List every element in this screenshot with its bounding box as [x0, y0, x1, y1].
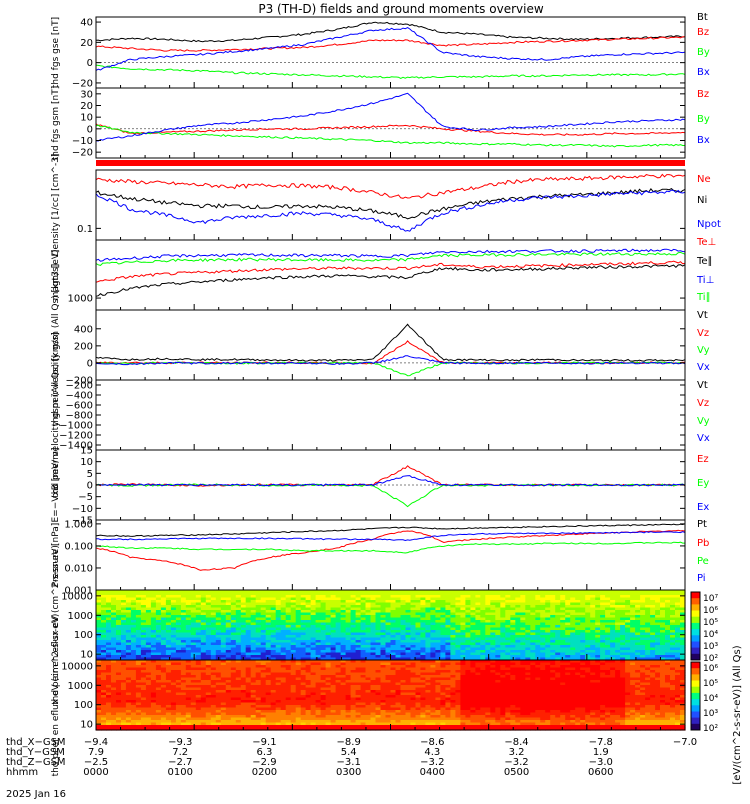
series-Pb [96, 530, 685, 570]
y-tick-label: 5 [87, 469, 93, 480]
series-Ez [96, 466, 685, 487]
figure-title: P3 (TH-D) fields and ground moments over… [258, 2, 543, 16]
series-Bz [96, 37, 685, 52]
legend-Vx: Vx [697, 433, 710, 444]
legend-Bz: Bz [697, 27, 709, 38]
series-Ey [96, 484, 685, 507]
y-tick-label: 0.1 [77, 224, 93, 235]
legend-Vx: Vx [697, 362, 710, 373]
panel-peer_velocity: VtVzVyVx−200−400−600−800−1000−1200−1400t… [51, 332, 710, 498]
panel-frame [96, 240, 685, 310]
legend-Ey: Ey [697, 478, 709, 489]
legend-Te⊥: Te⊥ [696, 237, 716, 248]
legend-Vz: Vz [697, 328, 709, 339]
legend-Pi: Pi [697, 573, 706, 584]
legend-Bx: Bx [697, 67, 710, 78]
series-Vy [96, 362, 685, 376]
y-tick-label: 0.010 [64, 563, 93, 574]
y-tick-label: 200 [74, 341, 93, 352]
panel-frame [96, 380, 685, 450]
y-tick-label: 0 [87, 481, 93, 492]
series-Ex [96, 476, 685, 486]
spectrogram-peir_spectrum [96, 590, 686, 661]
series-Npot [96, 190, 685, 231]
panel-frame [96, 520, 685, 590]
spectrogram-peer_spectrum [96, 660, 686, 731]
y-tick-label: 10 [80, 650, 93, 661]
series-Vt [96, 324, 685, 361]
y-tick-label: 400 [74, 324, 93, 335]
legend-Ex: Ex [697, 502, 709, 513]
legend-By: By [697, 114, 710, 125]
legend-Vt: Vt [697, 310, 708, 321]
y-tick-label: −5 [78, 492, 93, 503]
panel-density: Ne Ni Npot 0.1 Density [1/cc] [cm^-3] [51, 154, 721, 257]
series-By [96, 125, 685, 147]
y-tick-label: 10 [80, 457, 93, 468]
legend-Ti⊥: Ti⊥ [696, 275, 714, 286]
y-tick-label: −20 [72, 148, 93, 159]
legend-Ez: Ez [697, 454, 709, 465]
panel-frame [96, 310, 685, 380]
legend-Vz: Vz [697, 398, 709, 409]
y-tick-label: 20 [80, 38, 93, 49]
y-tick-label: 10 [80, 113, 93, 124]
series-Pi [96, 532, 685, 541]
legend-Vy: Vy [697, 345, 710, 356]
y-tick-label: 100 [74, 630, 93, 641]
series-By [96, 65, 685, 78]
legend-Ti∥: Ti∥ [696, 292, 711, 303]
legend-Pt: Pt [697, 519, 707, 530]
y-tick-label: −20 [72, 78, 93, 89]
y-tick-label: 30 [80, 89, 93, 100]
y-tick-label: 20 [80, 101, 93, 112]
y-tick-label: 1000 [68, 294, 93, 305]
y-tick-label: −10 [72, 504, 93, 515]
legend-Pb: Pb [697, 538, 709, 549]
legend-Npot: Npot [697, 219, 721, 230]
y-tick-label: −10 [72, 136, 93, 147]
legend-Ne: Ne [697, 174, 711, 185]
y-axis-label: E=−VxB [mV/m] [51, 447, 61, 522]
legend-Te∥: Te∥ [696, 256, 713, 267]
legend-By: By [697, 47, 710, 58]
panel-frame [96, 170, 685, 240]
panel-fgs_gse: Bt Bz By Bx 40 20 0 −20 thd fgs gse [nT] [51, 12, 710, 89]
y-tick-label: 1.000 [64, 519, 93, 530]
y-tick-label: 0 [87, 124, 93, 135]
y-tick-label: 0 [87, 58, 93, 69]
y-axis-label: thd fgs gsm [nT] [51, 86, 61, 161]
y-tick-label: 15 [80, 446, 93, 457]
y-axis-label: Density [1/cc] [cm^-3] [51, 154, 61, 257]
y-tick-label: 1000 [68, 611, 93, 622]
legend-Bt: Bt [697, 12, 708, 23]
series-Pe [96, 542, 685, 553]
y-axis-label: thd fgs gse [nT] [51, 17, 61, 88]
series-Pt [96, 524, 685, 537]
series-Ni [96, 189, 685, 219]
y-tick-label: 10000 [61, 591, 93, 602]
y-tick-label: 0 [87, 358, 93, 369]
legend-Vy: Vy [697, 416, 710, 427]
series-Te⊥ [96, 261, 685, 282]
legend-Ni: Ni [697, 195, 707, 206]
legend-Vt: Vt [697, 380, 708, 391]
legend-Bx: Bx [697, 135, 710, 146]
legend-Bz: Bz [697, 89, 709, 100]
y-tick-label: 0.100 [64, 541, 93, 552]
legend-Pe: Pe [697, 556, 709, 567]
series-Bx [96, 28, 685, 71]
y-tick-label: 40 [80, 18, 93, 29]
